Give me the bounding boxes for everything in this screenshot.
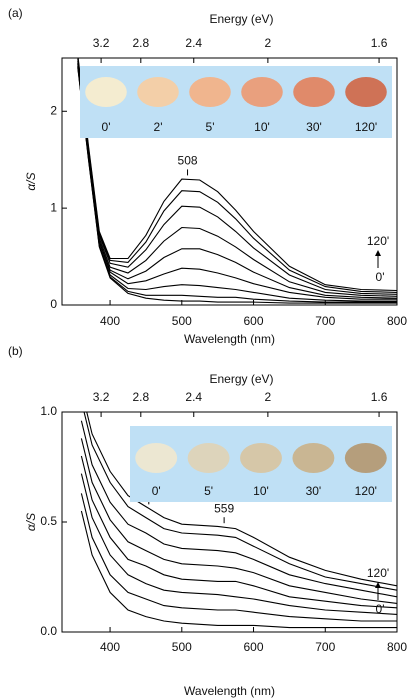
- y-tick-label: 1.0: [40, 404, 57, 418]
- sample-label: 5': [206, 120, 215, 134]
- sample-label: 0': [152, 484, 161, 498]
- sample-label: 10': [253, 484, 269, 498]
- peak-label: 559: [214, 501, 234, 515]
- plot-frame: [61, 57, 398, 306]
- spectrum-line: [80, 493, 397, 622]
- spectrum-line: [77, 60, 397, 297]
- x-tick-label: 500: [172, 640, 192, 654]
- panel: (b) 400 500 600 700 800 Wavelength (nm) 3.2 2.8 2…: [8, 344, 407, 698]
- time-end-label: 120': [367, 234, 389, 248]
- sample-label: 30': [306, 484, 322, 498]
- time-start-label: 0': [376, 270, 385, 284]
- panel-label: (a): [8, 6, 23, 20]
- x-tick-label: 800: [387, 314, 407, 328]
- x2-tick-label: 3.2: [93, 390, 110, 404]
- x-tick-label: 500: [172, 314, 192, 328]
- x-tick-label: 700: [315, 640, 335, 654]
- spectrum-line: [86, 412, 397, 587]
- x-tick-label: 400: [100, 640, 120, 654]
- x2-tick-label: 2: [265, 36, 272, 50]
- sample-swatch: [135, 443, 178, 473]
- spectrum-line: [77, 65, 397, 302]
- y-axis-label: α/S: [24, 172, 38, 190]
- x2-tick-label: 2.4: [185, 390, 202, 404]
- y-axis-label: α/S: [24, 513, 38, 531]
- y-tick-label: 2: [50, 103, 57, 117]
- time-arrow-head: [375, 250, 381, 256]
- spectrum-line: [77, 58, 397, 293]
- sample-label: 30': [306, 120, 322, 134]
- sample-label: 120': [355, 484, 377, 498]
- x-tick-label: 800: [387, 640, 407, 654]
- spectrum-line: [83, 412, 397, 591]
- x-tick-label: 700: [315, 314, 335, 328]
- x2-tick-label: 2.4: [185, 36, 202, 50]
- inset-background: [80, 66, 392, 138]
- spectrum-line: [80, 438, 397, 604]
- y-tick-label: 0.5: [40, 514, 57, 528]
- spectrum-line: [80, 420, 397, 598]
- x2-axis-label: Energy (eV): [209, 372, 273, 386]
- spectrum-line: [80, 455, 397, 609]
- x2-tick-label: 2.8: [132, 36, 149, 50]
- x-tick-label: 400: [100, 314, 120, 328]
- sample-swatch: [240, 443, 282, 473]
- spectrum-line: [80, 510, 397, 629]
- sample-swatch: [187, 443, 230, 473]
- spectrum-line: [77, 62, 397, 299]
- sample-label: 5': [204, 484, 213, 498]
- sample-label: 120': [355, 120, 377, 134]
- sample-swatch: [85, 77, 127, 107]
- x-axis-label: Wavelength (nm): [184, 684, 275, 698]
- time-end-label: 120': [367, 566, 389, 580]
- sample-label: 0': [102, 120, 111, 134]
- sample-swatch: [293, 77, 335, 107]
- y-tick-label: 0: [50, 297, 57, 311]
- spectrum-line: [80, 473, 397, 615]
- curves: [77, 58, 397, 304]
- sample-swatch: [344, 443, 387, 473]
- y-tick-label: 1: [50, 200, 57, 214]
- x-tick-label: 600: [244, 314, 264, 328]
- x2-tick-label: 2.8: [132, 390, 149, 404]
- x2-tick-label: 3.2: [93, 36, 110, 50]
- x-axis-label: Wavelength (nm): [184, 332, 275, 346]
- sample-swatch: [241, 77, 283, 107]
- panel: (a) 400 500 600 700 800 Wavelength (nm) 3.2 2.8 2…: [8, 6, 407, 346]
- peak-label: 508: [178, 154, 198, 168]
- x2-tick-label: 2: [265, 390, 272, 404]
- x2-axis-label: Energy (eV): [209, 12, 273, 26]
- y-tick-label: 0.0: [40, 624, 57, 638]
- sample-label: 10': [254, 120, 270, 134]
- x-tick-label: 600: [244, 640, 264, 654]
- time-start-label: 0': [376, 602, 385, 616]
- x2-tick-label: 1.6: [371, 390, 388, 404]
- spectrum-line: [77, 58, 397, 295]
- sample-swatch: [345, 77, 387, 107]
- curves: [80, 412, 397, 629]
- sample-swatch: [292, 443, 335, 473]
- sample-label: 2': [154, 120, 163, 134]
- time-arrow-head: [375, 582, 381, 588]
- sample-swatch: [137, 77, 179, 107]
- panel-label: (b): [8, 344, 23, 358]
- sample-swatch: [189, 77, 231, 107]
- x2-tick-label: 1.6: [371, 36, 388, 50]
- spectrum-line: [77, 58, 397, 292]
